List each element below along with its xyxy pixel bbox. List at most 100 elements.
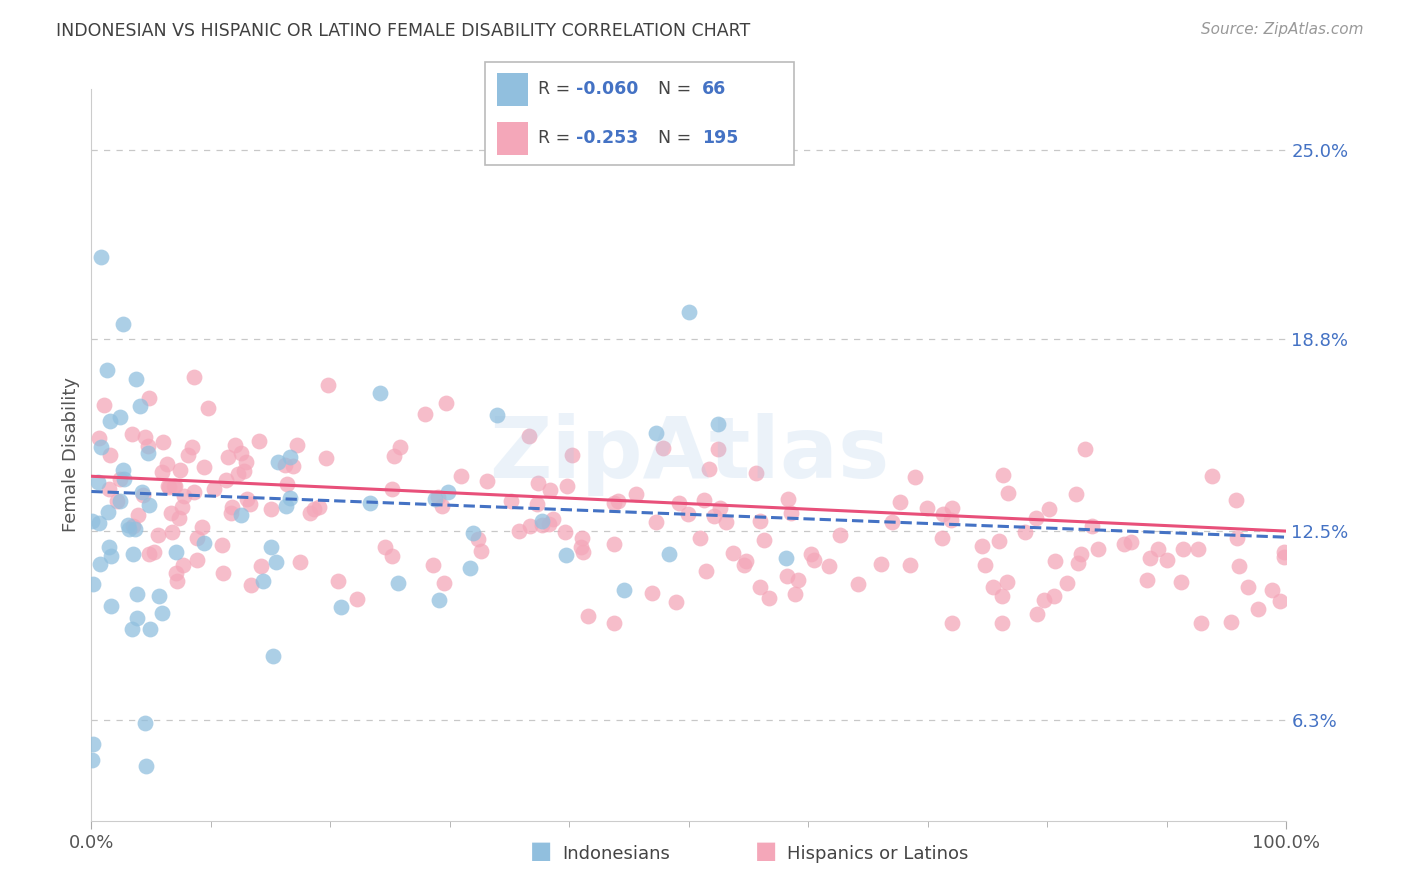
Point [228,467,250,482]
Point [678,305,700,319]
Point [780,506,803,520]
Point [169,463,191,477]
Point [571,532,593,546]
Point [1226,532,1249,546]
Text: Hispanics or Latinos: Hispanics or Latinos [787,846,969,863]
Point [100,599,122,613]
Point [538,483,561,497]
Point [82,753,104,767]
Point [626,487,648,501]
Point [136,445,159,459]
Point [108,410,131,425]
Point [131,484,153,499]
Point [142,545,165,559]
Point [97,540,120,554]
Point [381,549,404,563]
Point [299,506,322,520]
Point [554,548,576,562]
Point [111,463,134,477]
Text: Source: ZipAtlas.com: Source: ZipAtlas.com [1201,22,1364,37]
Text: ZipAtlas: ZipAtlas [489,413,889,497]
Point [202,482,225,496]
Point [576,609,599,624]
Point [266,555,288,569]
Point [215,474,238,488]
Point [138,392,160,406]
Point [112,317,135,331]
Point [561,448,583,462]
Point [1201,469,1223,483]
Point [1087,542,1109,557]
Point [173,490,195,504]
Point [433,575,456,590]
Point [555,479,578,493]
Point [82,576,104,591]
Point [389,440,412,454]
Point [932,507,955,521]
Point [98,482,121,496]
Point [219,506,242,520]
Point [527,476,550,491]
Point [315,450,337,465]
Point [733,558,755,573]
Point [90,250,112,264]
Point [941,500,963,515]
Point [138,498,160,512]
Point [1121,534,1143,549]
Point [288,555,311,569]
Text: ■: ■ [755,839,778,863]
Point [221,500,243,514]
Point [714,515,737,529]
Point [193,459,215,474]
Point [1033,593,1056,607]
Point [326,574,349,588]
Point [997,574,1019,589]
Point [121,518,143,533]
Point [121,622,143,636]
Point [110,494,132,508]
Point [1043,553,1066,567]
Point [381,483,404,497]
Point [370,386,392,401]
Point [165,566,187,580]
Point [1056,575,1078,590]
Point [422,558,444,573]
Point [93,398,115,412]
Point [186,552,208,566]
Point [1025,510,1047,524]
Point [247,434,270,448]
Point [193,535,215,549]
Point [1139,551,1161,566]
Point [1272,544,1295,558]
Point [775,550,797,565]
Point [127,508,149,522]
Text: R =: R = [537,129,575,147]
Point [889,495,911,509]
Point [689,531,711,545]
Point [508,524,530,538]
Bar [498,122,529,155]
Text: -0.253: -0.253 [576,129,638,147]
Point [1261,582,1284,597]
Point [776,491,799,506]
Point [156,457,179,471]
Point [554,524,576,539]
Text: 195: 195 [702,129,738,147]
Point [846,576,869,591]
Point [645,426,668,441]
Point [156,479,179,493]
Point [783,587,806,601]
Point [641,586,664,600]
Point [437,485,460,500]
Point [931,531,953,545]
Point [658,547,681,561]
Point [1227,558,1250,573]
Point [1073,442,1095,457]
Point [997,486,1019,500]
Point [267,455,290,469]
Point [1066,557,1088,571]
Point [157,480,180,494]
Point [165,545,187,559]
Point [517,429,540,443]
Point [316,377,339,392]
